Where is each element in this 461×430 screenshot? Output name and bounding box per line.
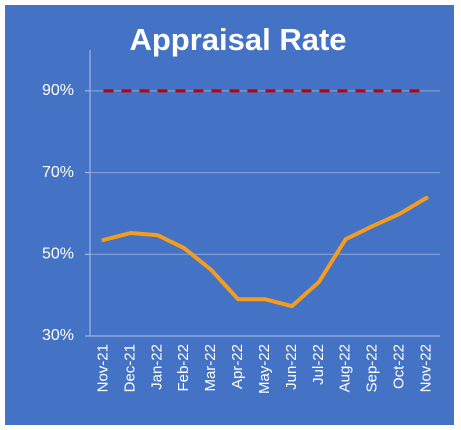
x-tick-label: Jan-22	[148, 344, 165, 390]
x-tick-label: Apr-22	[229, 344, 246, 389]
x-tick-label: Jun-22	[283, 344, 300, 390]
x-tick-label: Mar-22	[202, 344, 219, 392]
y-tick-label: 90%	[42, 82, 74, 99]
x-tick-label: Nov-21	[94, 344, 111, 392]
x-tick-label: Nov-22	[418, 344, 435, 392]
x-tick-label: Feb-22	[175, 344, 192, 392]
x-tick-label: Sep-22	[364, 344, 381, 392]
chart-title: Appraisal Rate	[129, 22, 346, 57]
x-tick-label: Jul-22	[310, 344, 327, 385]
x-tick-label: Aug-22	[337, 344, 354, 392]
x-tick-label: May-22	[256, 344, 273, 394]
y-tick-label: 30%	[42, 327, 74, 344]
y-tick-label: 50%	[42, 246, 74, 263]
x-tick-label: Dec-21	[121, 344, 138, 392]
chart-background	[5, 5, 454, 425]
x-tick-label: Oct-22	[391, 344, 408, 389]
y-tick-label: 70%	[42, 164, 74, 181]
line-series	[101, 195, 429, 309]
